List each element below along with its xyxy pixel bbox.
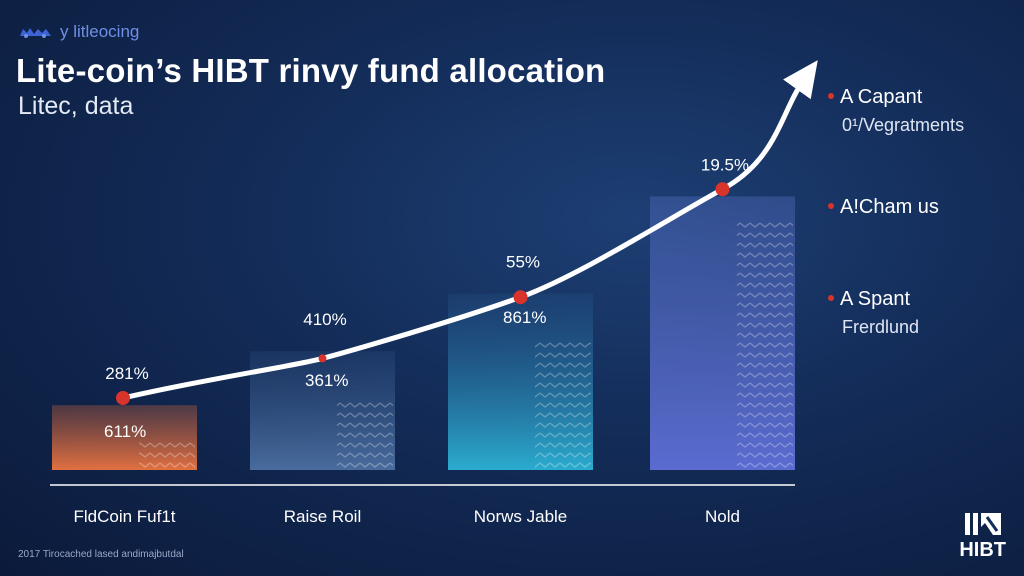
legend-item-name: A Spant (840, 288, 911, 310)
brand-text: y litleocing (60, 22, 140, 41)
bar-value-label: 19.5% (701, 155, 749, 174)
chart-title: Lite-coin’s HIBT rinvy fund allocation (16, 52, 606, 89)
trend-point (513, 290, 528, 305)
legend-item-subtitle: 0¹/Vegratments (842, 115, 965, 135)
bar-value-label: 55% (506, 253, 540, 272)
logo-text: HIBT (959, 539, 1006, 561)
legend-item: A!Cham us (828, 196, 939, 219)
bar-value-label: 410% (303, 310, 346, 329)
chart-subtitle: Litec, data (18, 92, 134, 120)
footnote: 2017 Tirocached lased andimajbutdal (18, 549, 184, 560)
category-label: Nold (705, 507, 740, 526)
category-label: Raise Roil (284, 507, 361, 526)
trend-point (318, 354, 327, 363)
legend-marker-icon (828, 202, 834, 209)
legend-item: A Capant 0¹/Vegratments (828, 86, 964, 136)
litecoin-logo-icon (20, 28, 51, 38)
trend-point (116, 391, 130, 405)
trend-point (715, 182, 730, 197)
legend-item-subtitle: Frerdlund (842, 317, 920, 337)
brand-header: y litleocing (18, 22, 139, 42)
bar-inner-segment (535, 340, 591, 470)
legend-marker-icon (828, 92, 834, 99)
hibt-emblem-icon (964, 513, 1001, 535)
inner-value-label: 361% (305, 371, 348, 390)
inner-value-label: 611% (104, 422, 146, 441)
legend-item-name: A Capant (840, 86, 923, 108)
bar-inner-segment (737, 218, 793, 470)
bar-value-label: 281% (105, 364, 148, 383)
category-label: FldCoin Fuf1t (73, 507, 175, 526)
bar-inner-segment (337, 398, 393, 470)
legend-marker-icon (828, 294, 834, 301)
bar-inner-segment (139, 437, 195, 470)
hibt-logo: HIBT (959, 511, 1006, 562)
legend-item: A Spant Frerdlund (828, 288, 919, 338)
category-label: Norws Jable (474, 507, 568, 526)
legend-item-name: A!Cham us (840, 196, 939, 218)
inner-value-label: 861% (503, 308, 546, 327)
